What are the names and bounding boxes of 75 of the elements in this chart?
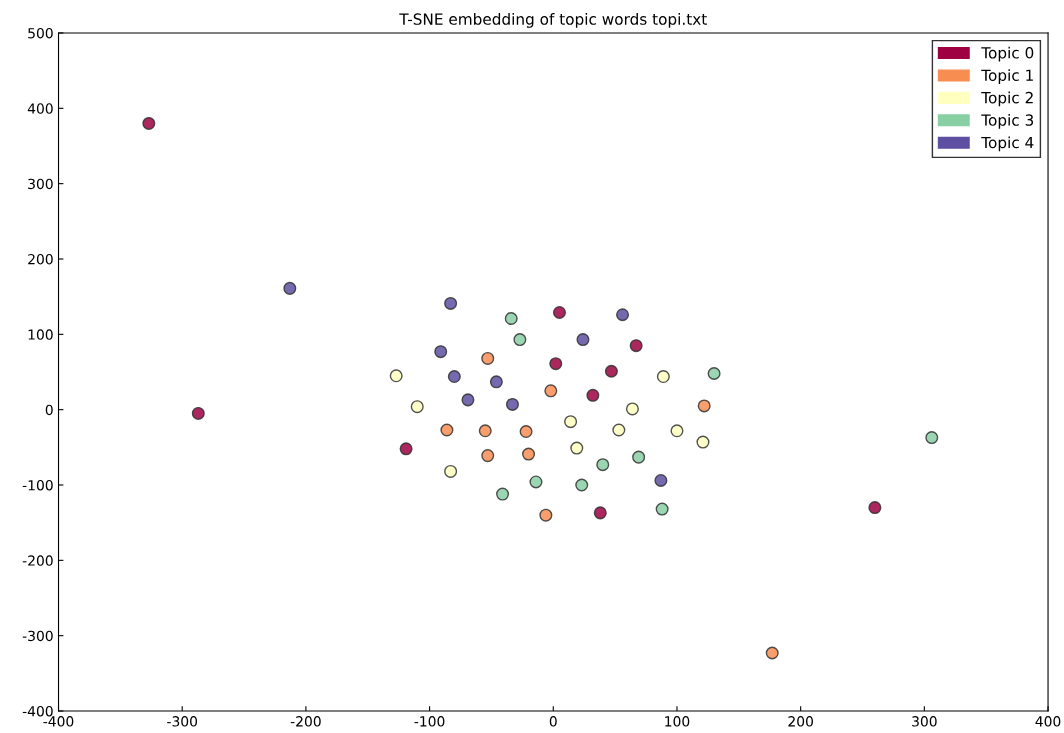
- point: [519, 425, 533, 439]
- point: [655, 502, 669, 516]
- point: [616, 308, 630, 322]
- point: [696, 435, 710, 449]
- point: [549, 357, 563, 371]
- x-tick-label: -200: [290, 716, 321, 727]
- point: [656, 370, 670, 384]
- point: [410, 400, 424, 414]
- point: [283, 281, 297, 295]
- point: [564, 415, 578, 429]
- point: [529, 475, 543, 489]
- y-tick-label: -400: [22, 705, 53, 717]
- point: [399, 442, 413, 456]
- y-tick-label: 400: [27, 103, 53, 114]
- point: [707, 366, 721, 381]
- legend-label: Topic 3: [981, 114, 1034, 129]
- point: [539, 508, 553, 522]
- point: [654, 473, 668, 487]
- point: [596, 458, 610, 472]
- point: [389, 369, 403, 383]
- y-tick-label: 500: [28, 27, 53, 39]
- y-tick-label: 300: [28, 178, 53, 190]
- x-tick-label: -400: [43, 716, 74, 727]
- x-tick-label: -100: [414, 716, 445, 727]
- point: [481, 351, 495, 365]
- point: [632, 450, 646, 464]
- y-tick-label: -200: [22, 555, 53, 566]
- x-tick-label: 0: [549, 716, 557, 727]
- point: [625, 402, 639, 416]
- y-tick-label: -100: [22, 479, 53, 491]
- legend-label: Topic 2: [981, 91, 1033, 107]
- point: [629, 339, 643, 353]
- x-tick-label: 100: [665, 716, 690, 727]
- point: [575, 478, 589, 492]
- point: [444, 464, 458, 478]
- point: [925, 431, 939, 445]
- y-tick-label: 0: [45, 404, 53, 416]
- point: [478, 424, 492, 438]
- x-tick-label: 400: [1035, 716, 1061, 727]
- point: [504, 312, 518, 326]
- point: [670, 424, 684, 438]
- point: [513, 333, 527, 347]
- point: [765, 646, 779, 660]
- point: [505, 397, 519, 411]
- x-tick-label: 300: [912, 716, 937, 727]
- point: [612, 423, 626, 437]
- point: [586, 388, 600, 402]
- point: [544, 384, 558, 398]
- point: [447, 370, 461, 384]
- y-tick-label: -300: [22, 630, 53, 642]
- legend-label: Topic 0: [981, 46, 1034, 62]
- x-tick-label: 200: [788, 716, 813, 727]
- legend-label: Topic 1: [981, 69, 1033, 84]
- point: [576, 333, 590, 347]
- point: [496, 487, 510, 501]
- point: [434, 345, 448, 359]
- point: [440, 423, 454, 437]
- point: [481, 449, 495, 463]
- point: [570, 441, 584, 455]
- point: [489, 375, 503, 389]
- y-tick-label: 200: [28, 253, 53, 265]
- point: [444, 296, 458, 310]
- point: [461, 393, 475, 407]
- point: [604, 364, 618, 378]
- point: [593, 506, 607, 520]
- point: [522, 447, 536, 461]
- chart-title: T-SNE embedding of topic words topi.txt: [399, 13, 707, 28]
- y-tick-label: 100: [28, 329, 53, 340]
- point: [191, 406, 205, 420]
- legend-label: Topic 4: [981, 136, 1034, 152]
- point: [552, 305, 566, 319]
- x-tick-label: -300: [167, 716, 198, 727]
- point: [697, 399, 711, 413]
- point: [868, 501, 882, 515]
- point: [142, 116, 156, 130]
